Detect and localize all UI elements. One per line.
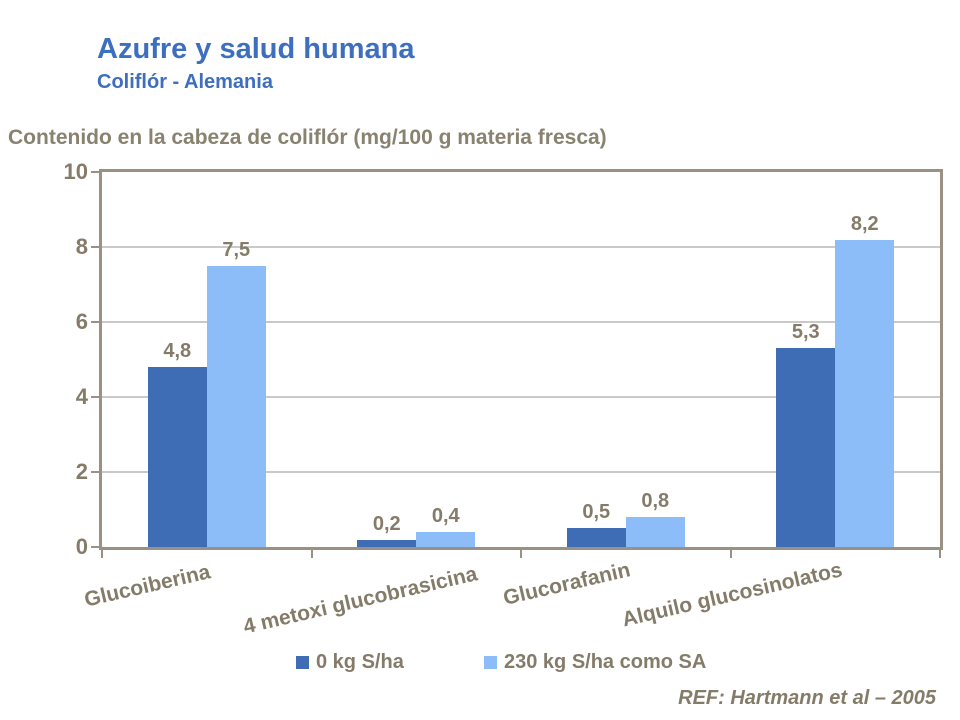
legend-item: 230 kg S/ha como SA [484, 650, 707, 673]
y-axis-tick [91, 321, 102, 323]
x-axis-tick [520, 550, 522, 558]
y-tick-label: 8 [75, 234, 88, 259]
bar-value-label: 0,4 [431, 505, 460, 527]
bar-value-label: 8,2 [850, 212, 879, 235]
bar-value-label: 0,2 [372, 512, 401, 535]
y-axis-tick [91, 246, 102, 248]
bar-value-label: 4,8 [163, 340, 192, 362]
y-tick-label: 6 [75, 309, 88, 334]
bar-value-label: 5,3 [791, 321, 820, 344]
y-axis-tick [91, 171, 102, 173]
chart-title: Contenido en la cabeza de coliflór (mg/1… [8, 126, 607, 149]
slide-title: Azufre y salud humana [97, 33, 415, 65]
y-tick-label: 0 [75, 534, 88, 559]
x-axis-tick [310, 550, 313, 558]
legend-label: 230 kg S/ha como SA [504, 650, 707, 673]
gridline [102, 396, 940, 398]
bar-value-label: 0,8 [641, 490, 670, 512]
x-axis-tick [939, 550, 941, 558]
x-axis-tick [729, 550, 732, 558]
bar [206, 265, 266, 547]
legend-item: 0 kg S/ha [296, 650, 404, 673]
gridline [102, 321, 940, 323]
bar [835, 239, 895, 547]
y-tick-label: 2 [75, 459, 88, 484]
bar-value-label: 7,5 [222, 238, 251, 261]
y-axis-tick [91, 546, 102, 548]
y-axis-tick [91, 471, 102, 473]
y-axis-tick [91, 396, 102, 398]
bar [625, 517, 685, 547]
legend-label: 0 kg S/ha [316, 650, 404, 673]
bar [566, 528, 626, 547]
y-tick-label: 4 [75, 384, 88, 409]
bar [147, 367, 207, 547]
bar [776, 348, 836, 547]
category-label: Glucoiberina [82, 560, 213, 612]
bar [357, 539, 417, 547]
y-tick-label: 10 [63, 159, 88, 184]
bar [416, 532, 476, 547]
legend-swatch [484, 655, 497, 669]
bar-value-label: 0,5 [582, 501, 611, 524]
x-axis-tick [101, 550, 103, 558]
gridline [102, 471, 940, 473]
slide-subtitle: Coliflór - Alemania [97, 71, 273, 93]
legend-swatch [296, 655, 309, 669]
gridline [102, 246, 940, 248]
reference-note: REF: Hartmann et al – 2005 [678, 687, 936, 709]
